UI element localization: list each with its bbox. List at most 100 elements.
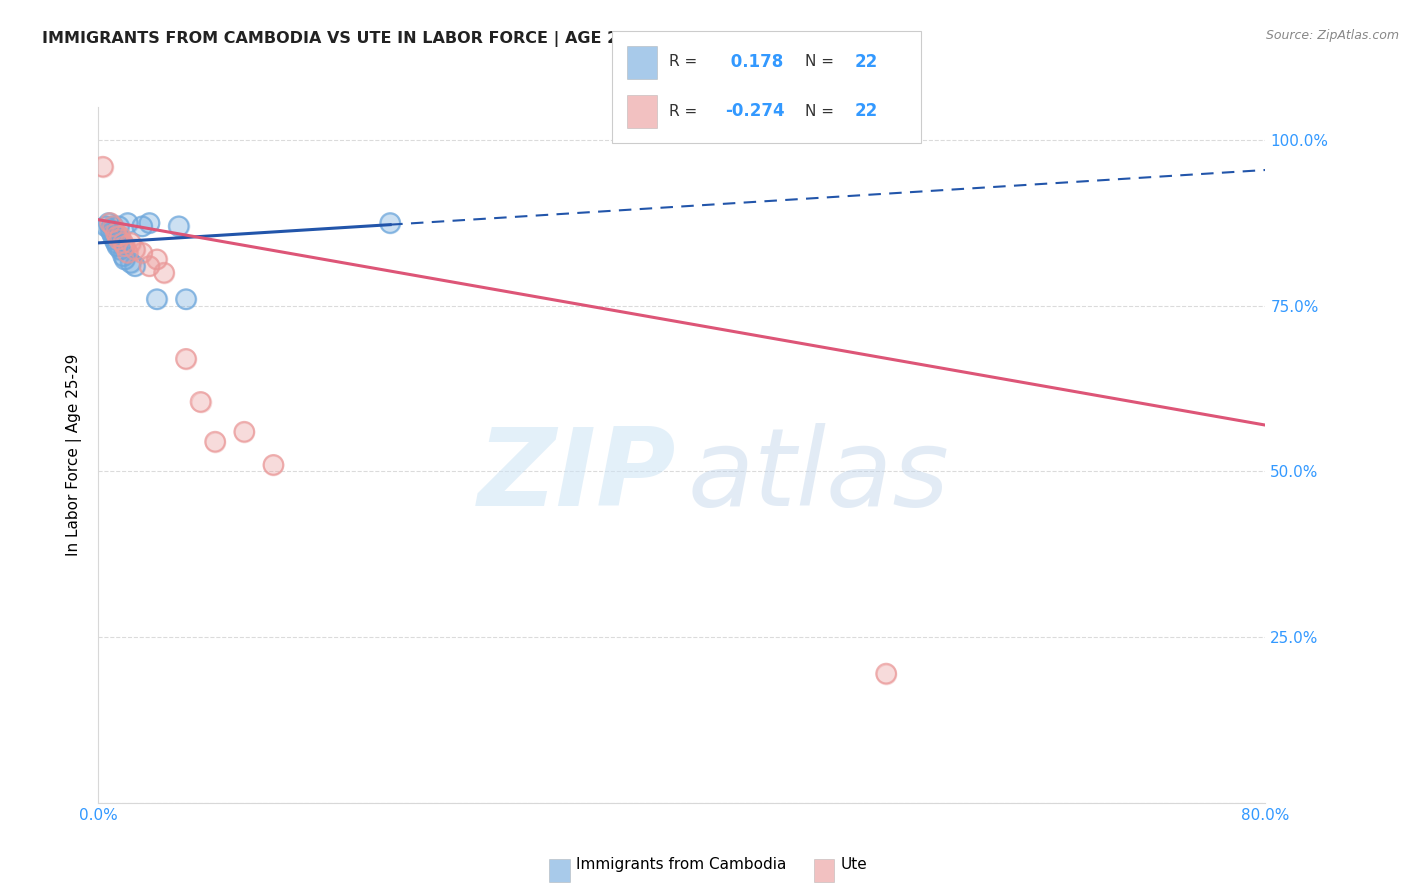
Point — [105, 239, 128, 253]
Point — [131, 245, 153, 260]
Point — [124, 243, 146, 257]
Point — [112, 249, 135, 263]
Point — [167, 219, 190, 234]
Point — [105, 239, 128, 253]
Bar — [627, 95, 657, 128]
Text: Ute: Ute — [841, 857, 868, 872]
Point — [105, 229, 128, 244]
Point — [120, 235, 142, 250]
Point — [97, 216, 120, 230]
Point — [108, 233, 131, 247]
Point — [104, 235, 127, 250]
Point — [97, 216, 120, 230]
Text: N =: N = — [804, 103, 838, 119]
Point — [110, 229, 132, 244]
Point — [114, 239, 136, 253]
Point — [117, 245, 139, 260]
Point — [146, 292, 169, 306]
Point — [190, 395, 212, 409]
Point — [110, 243, 132, 257]
Text: R =: R = — [669, 54, 702, 70]
Point — [131, 219, 153, 234]
Point — [138, 259, 160, 273]
Point — [380, 216, 402, 230]
Text: 22: 22 — [855, 53, 879, 70]
Text: N =: N = — [804, 54, 838, 70]
Point — [120, 256, 142, 270]
Point — [204, 434, 226, 449]
Point — [98, 222, 121, 236]
Point — [146, 252, 169, 267]
Text: Immigrants from Cambodia: Immigrants from Cambodia — [576, 857, 787, 872]
Point — [204, 434, 226, 449]
Point — [114, 239, 136, 253]
Text: -0.274: -0.274 — [725, 102, 785, 120]
Point — [91, 160, 114, 174]
Point — [124, 259, 146, 273]
Point — [146, 252, 169, 267]
Point — [110, 243, 132, 257]
Text: 0.178: 0.178 — [725, 53, 783, 70]
Y-axis label: In Labor Force | Age 25-29: In Labor Force | Age 25-29 — [66, 354, 83, 556]
Point — [104, 226, 127, 240]
Point — [110, 229, 132, 244]
Point — [100, 226, 122, 240]
Point — [104, 226, 127, 240]
Point — [174, 292, 197, 306]
Point — [120, 256, 142, 270]
Point — [174, 351, 197, 366]
Point — [124, 259, 146, 273]
Point — [875, 666, 897, 681]
Point — [103, 233, 125, 247]
Point — [117, 245, 139, 260]
Point — [100, 226, 122, 240]
Point — [103, 233, 125, 247]
Point — [101, 219, 124, 234]
Point — [120, 235, 142, 250]
Point — [233, 425, 256, 439]
Point — [174, 351, 197, 366]
Point — [174, 292, 197, 306]
Point — [114, 252, 136, 267]
Point — [101, 229, 124, 244]
Point — [131, 245, 153, 260]
Point — [108, 233, 131, 247]
Point — [117, 216, 139, 230]
Point — [112, 235, 135, 250]
Point — [190, 395, 212, 409]
Point — [91, 160, 114, 174]
Point — [233, 425, 256, 439]
Text: IMMIGRANTS FROM CAMBODIA VS UTE IN LABOR FORCE | AGE 25-29 CORRELATION CHART: IMMIGRANTS FROM CAMBODIA VS UTE IN LABOR… — [42, 31, 856, 47]
Point — [146, 292, 169, 306]
Text: Source: ZipAtlas.com: Source: ZipAtlas.com — [1265, 29, 1399, 42]
Point — [101, 219, 124, 234]
Text: R =: R = — [669, 103, 702, 119]
Point — [153, 266, 176, 280]
Point — [108, 219, 131, 234]
Text: atlas: atlas — [688, 424, 949, 528]
Point — [98, 216, 121, 230]
Point — [112, 235, 135, 250]
Point — [108, 219, 131, 234]
Point — [117, 216, 139, 230]
Point — [262, 458, 284, 472]
Point — [101, 219, 124, 234]
Point — [105, 229, 128, 244]
Point — [262, 458, 284, 472]
Point — [94, 219, 117, 234]
Point — [114, 252, 136, 267]
Point — [138, 259, 160, 273]
Point — [112, 249, 135, 263]
Point — [138, 216, 160, 230]
Point — [94, 219, 117, 234]
Text: ZIP: ZIP — [478, 423, 676, 529]
Bar — [627, 45, 657, 78]
Point — [124, 243, 146, 257]
Point — [131, 219, 153, 234]
Point — [101, 229, 124, 244]
Point — [104, 235, 127, 250]
Point — [380, 216, 402, 230]
Point — [875, 666, 897, 681]
Point — [153, 266, 176, 280]
Point — [98, 222, 121, 236]
